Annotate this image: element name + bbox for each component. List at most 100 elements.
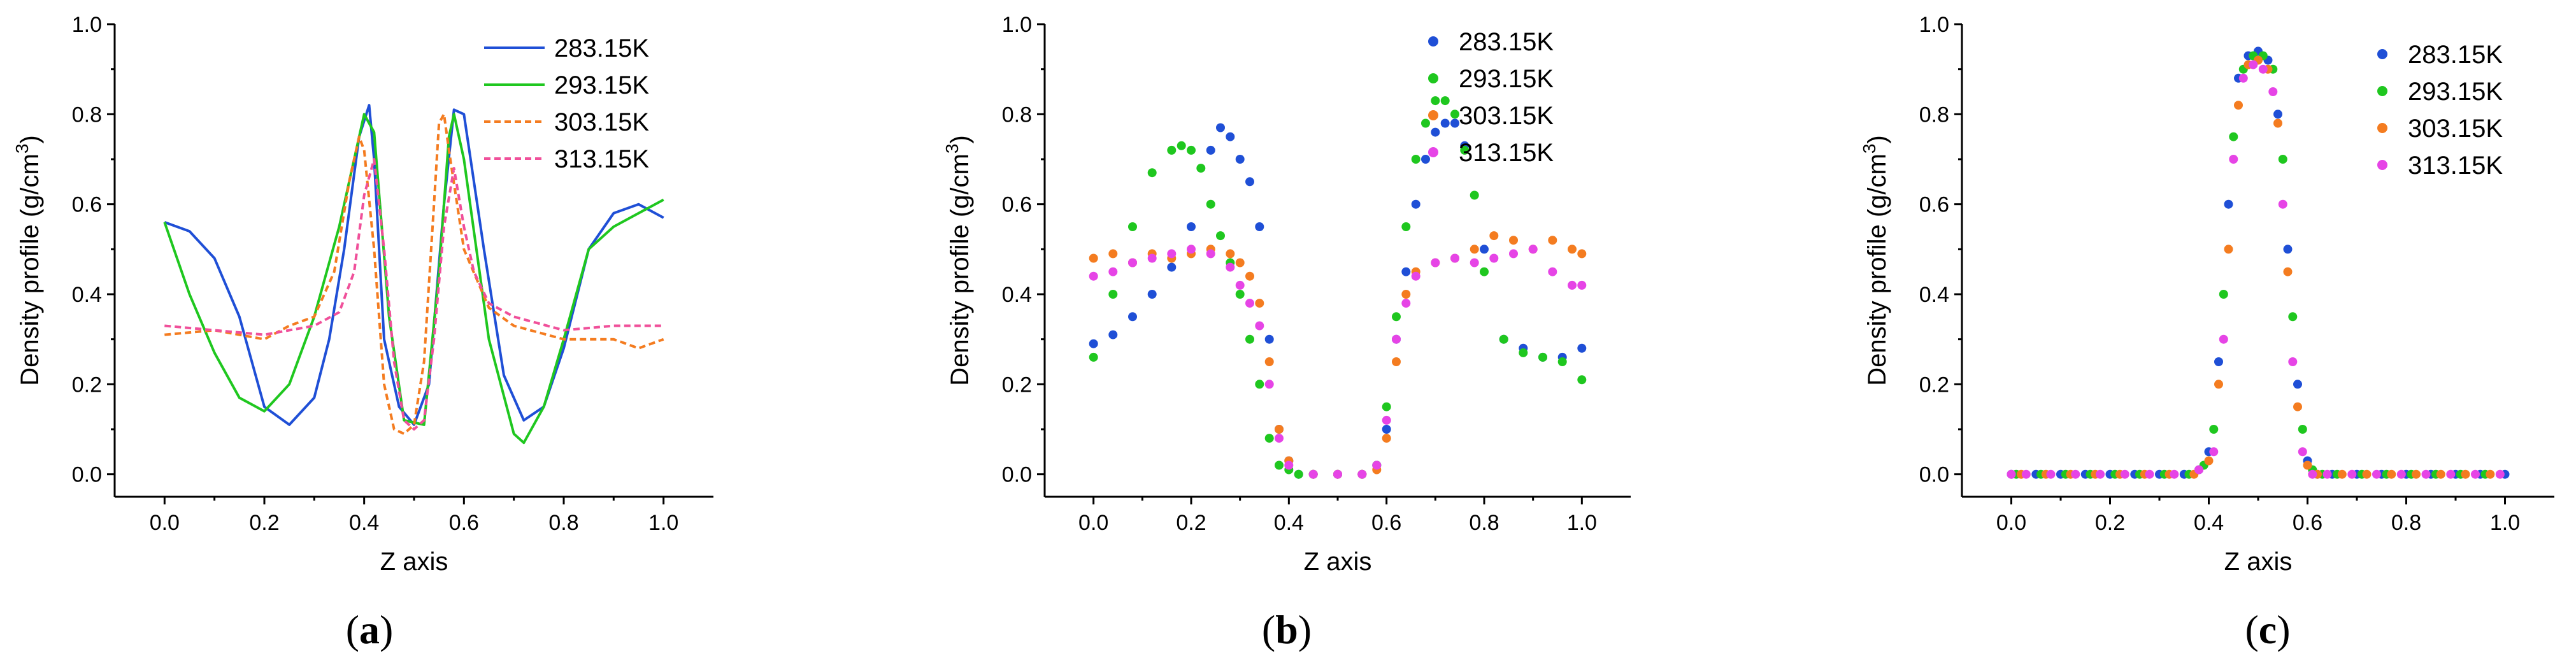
y-axis-title-sup: 3 bbox=[12, 144, 32, 154]
data-point bbox=[1235, 258, 1245, 267]
data-point bbox=[1206, 249, 1215, 259]
data-point bbox=[2209, 447, 2219, 457]
data-point bbox=[1187, 222, 1196, 231]
data-point bbox=[1245, 271, 1254, 281]
x-tick-label: 0.2 bbox=[1176, 511, 1206, 535]
data-point bbox=[1245, 299, 1254, 308]
data-point bbox=[1431, 96, 1440, 106]
panel-a: 0.0 0.2 0.4 0.6 0.8 1.0 0.0 0.2 0.4 0.6 0.8 1.0 Z ax… bbox=[12, 13, 713, 652]
y-axis-title-sup: 3 bbox=[942, 144, 962, 154]
legend-label: 303.15K bbox=[1459, 102, 1554, 130]
data-point bbox=[1206, 199, 1215, 209]
data-point bbox=[1255, 299, 1264, 308]
data-point bbox=[1235, 290, 1245, 299]
y-axis-title-close: ) bbox=[16, 135, 44, 143]
series-303.15K bbox=[164, 113, 664, 436]
data-point bbox=[1392, 312, 1401, 322]
data-point bbox=[1489, 231, 1499, 241]
data-point bbox=[2486, 469, 2495, 479]
y-tick-label: 0.6 bbox=[72, 193, 102, 217]
data-point bbox=[1226, 262, 1235, 272]
x-tick-label: 0.4 bbox=[349, 511, 379, 535]
data-point bbox=[1245, 334, 1254, 344]
data-point bbox=[2283, 267, 2293, 276]
data-point bbox=[2337, 469, 2347, 479]
data-point bbox=[2288, 357, 2298, 366]
data-point bbox=[2214, 380, 2223, 389]
data-point bbox=[2298, 447, 2307, 457]
data-point bbox=[1235, 280, 1245, 290]
data-point bbox=[1577, 280, 1587, 290]
series-283.15K bbox=[1089, 118, 1587, 479]
data-point bbox=[1499, 334, 1508, 344]
y-tick-label: 0.4 bbox=[1002, 283, 1032, 307]
data-point bbox=[1206, 145, 1215, 155]
data-point bbox=[1275, 434, 1284, 443]
data-point bbox=[1421, 155, 1430, 164]
x-tick-label: 0.8 bbox=[1469, 511, 1499, 535]
data-point bbox=[1411, 155, 1420, 164]
data-point bbox=[1382, 402, 1391, 411]
series-line bbox=[164, 113, 664, 436]
data-point bbox=[1440, 96, 1450, 106]
data-point bbox=[1577, 343, 1587, 353]
panel-caption: (b) bbox=[1262, 607, 1312, 652]
x-tick-label: 0.8 bbox=[548, 511, 578, 535]
x-tick-label: 1.0 bbox=[1567, 511, 1597, 535]
data-point bbox=[1528, 245, 1538, 254]
data-point bbox=[1557, 357, 1567, 366]
legend-label: 313.15K bbox=[1459, 139, 1554, 167]
data-point bbox=[1333, 469, 1342, 479]
data-point bbox=[2021, 469, 2031, 479]
data-point bbox=[1450, 253, 1459, 263]
legend-marker bbox=[2377, 123, 2387, 133]
data-point bbox=[1196, 164, 1206, 173]
data-point bbox=[2293, 380, 2302, 389]
y-tick-label: 0.8 bbox=[1919, 103, 1949, 127]
data-point bbox=[1108, 267, 1118, 276]
series-313.15K bbox=[1089, 245, 1587, 479]
legend-label: 283.15K bbox=[2408, 41, 2503, 69]
data-point bbox=[1382, 434, 1391, 443]
series-313.15K bbox=[2007, 60, 2505, 479]
y-axis-title-close: ) bbox=[946, 135, 974, 143]
data-point bbox=[1089, 271, 1098, 281]
data-point bbox=[2278, 199, 2287, 209]
data-point bbox=[1128, 312, 1137, 322]
data-point bbox=[1401, 222, 1411, 231]
data-point bbox=[2298, 425, 2307, 434]
data-point bbox=[1489, 253, 1499, 263]
x-tick-label: 0.6 bbox=[449, 511, 479, 535]
data-point bbox=[1187, 245, 1196, 254]
data-point bbox=[1108, 330, 1118, 339]
data-point bbox=[1226, 132, 1235, 141]
panel-caption: (a) bbox=[346, 607, 394, 652]
data-point bbox=[1421, 118, 1430, 128]
data-point bbox=[2170, 469, 2179, 479]
panel-b: 0.0 0.2 0.4 0.6 0.8 1.0 0.0 0.2 0.4 0.6 0.8 1.0 Z ax… bbox=[942, 13, 1631, 652]
data-point bbox=[1177, 141, 1186, 150]
data-point bbox=[2495, 469, 2505, 479]
caption-close: ) bbox=[380, 607, 393, 652]
data-point bbox=[2293, 402, 2302, 411]
x-tick-label: 0.0 bbox=[1996, 511, 2026, 535]
data-point bbox=[2436, 469, 2445, 479]
y-axis-title: Density profile (g/cm3) bbox=[942, 135, 974, 385]
legend-label: 293.15K bbox=[554, 71, 649, 99]
y-tick-label: 0.2 bbox=[1002, 373, 1032, 397]
data-point bbox=[1089, 253, 1098, 263]
data-point bbox=[2214, 357, 2223, 366]
data-point bbox=[1216, 123, 1225, 132]
data-point bbox=[2412, 469, 2421, 479]
y-tick-label: 0.0 bbox=[72, 463, 102, 487]
data-point bbox=[1470, 245, 1479, 254]
caption-open: ( bbox=[2245, 607, 2258, 652]
data-point bbox=[1167, 262, 1177, 272]
legend-label: 313.15K bbox=[554, 145, 649, 173]
data-point bbox=[1089, 339, 1098, 348]
y-axis-title-sup: 3 bbox=[1859, 144, 1879, 154]
x-tick-label: 0.4 bbox=[2194, 511, 2224, 535]
y-tick-label: 0.4 bbox=[1919, 283, 1949, 307]
y-axis-title: Density profile (g/cm3) bbox=[12, 135, 44, 385]
data-point bbox=[2268, 87, 2278, 96]
